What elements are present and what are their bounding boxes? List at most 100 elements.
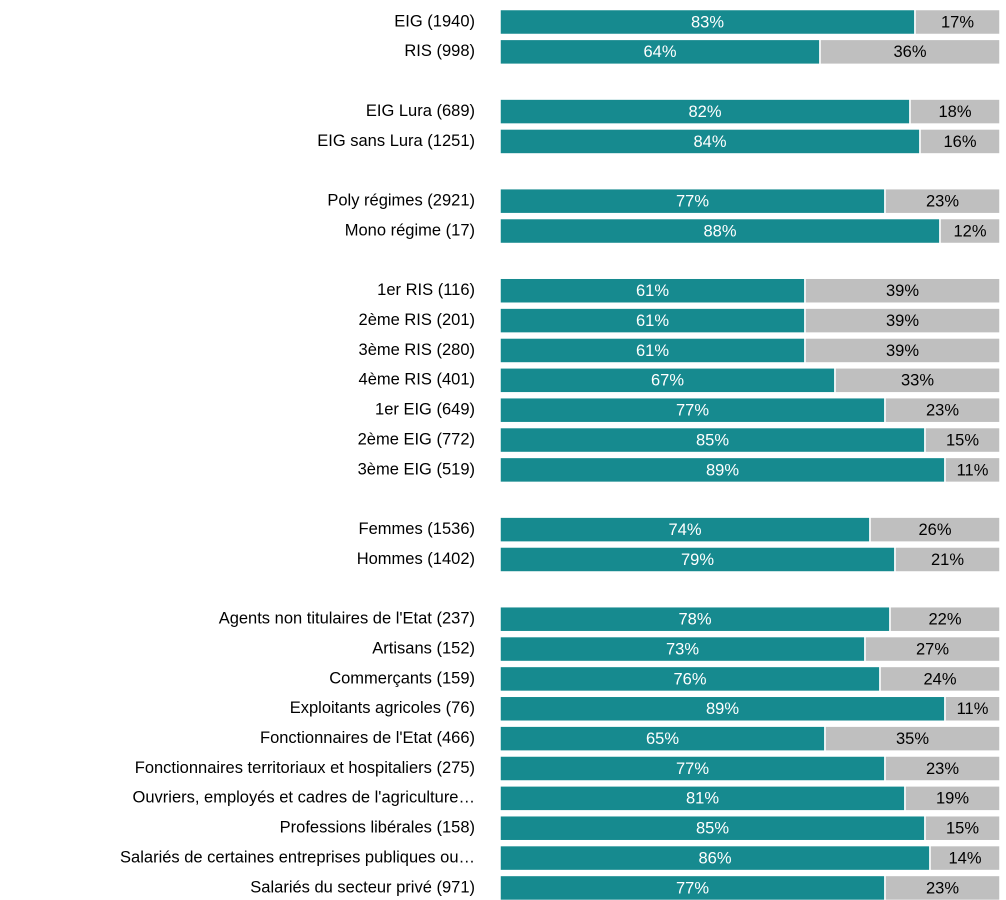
bar-segment [884, 755, 1001, 782]
category-label: Agents non titulaires de l'Etat (237) [219, 610, 475, 628]
bar-segment [924, 814, 1001, 842]
value-label: 88% [703, 222, 736, 240]
bar-segment [499, 337, 806, 364]
value-label: 78% [678, 611, 711, 629]
value-label: 12% [953, 222, 986, 240]
value-label: 77% [676, 402, 709, 420]
value-label: 64% [643, 43, 676, 61]
category-label: Poly régimes (2921) [327, 192, 475, 210]
value-label: 23% [926, 402, 959, 420]
bar-segment [834, 367, 1001, 394]
value-label: 39% [886, 312, 919, 330]
category-label: 3ème RIS (280) [359, 341, 475, 359]
value-label: 16% [943, 133, 976, 151]
bar-segment [884, 187, 1001, 215]
bar-segment [904, 785, 1001, 812]
bar-segment [499, 8, 916, 36]
bar-segment [499, 844, 931, 872]
value-label: 11% [957, 700, 989, 718]
value-label: 35% [896, 730, 929, 748]
bar-segment [869, 516, 1001, 543]
bar-segment [499, 516, 871, 543]
category-label: Exploitants agricoles (76) [290, 699, 475, 717]
value-label: 89% [706, 461, 739, 479]
bar-segment [894, 546, 1001, 573]
bar-segment [499, 187, 886, 215]
bar-segment [804, 277, 1001, 304]
value-label: 18% [938, 103, 971, 121]
bar-segment [879, 665, 1001, 693]
value-label: 73% [666, 640, 699, 658]
value-label: 23% [926, 879, 959, 897]
bar-segment [499, 755, 886, 782]
bar-segment [884, 874, 1001, 900]
category-label: Ouvriers, employés et cadres de l'agricu… [133, 789, 475, 807]
bar-segment [499, 98, 911, 125]
bar-segment [499, 277, 806, 304]
value-label: 89% [706, 700, 739, 718]
bar-segment [499, 546, 896, 573]
value-label: 36% [893, 43, 926, 61]
value-label: 61% [636, 342, 669, 360]
value-label: 86% [698, 849, 731, 867]
value-label: 85% [696, 431, 729, 449]
bar-segment [499, 426, 926, 454]
value-label: 11% [957, 461, 989, 479]
value-label: 23% [926, 193, 959, 211]
bar-segment [889, 605, 1001, 633]
bar-segment [499, 814, 926, 842]
bar-segment [499, 605, 891, 633]
category-label: RIS (998) [404, 42, 475, 60]
bar-segment [929, 844, 1001, 872]
bar-segment [804, 307, 1001, 334]
category-label: EIG (1940) [394, 12, 475, 30]
value-label: 33% [901, 372, 934, 390]
value-label: 65% [646, 730, 679, 748]
category-label: 1er EIG (649) [375, 401, 475, 419]
bar-segment [939, 217, 1001, 245]
value-label: 83% [691, 13, 724, 31]
value-label: 82% [688, 103, 721, 121]
category-label: Artisans (152) [372, 639, 475, 657]
value-label: 61% [636, 282, 669, 300]
value-label: 39% [886, 342, 919, 360]
value-label: 77% [676, 879, 709, 897]
category-label: 1er RIS (116) [377, 281, 475, 299]
value-label: 22% [928, 611, 961, 629]
value-label: 14% [948, 849, 981, 867]
category-label: Femmes (1536) [359, 520, 475, 538]
value-label: 74% [668, 521, 701, 539]
bar-segment [824, 725, 1001, 752]
category-label: 2ème RIS (201) [359, 311, 475, 329]
category-label: Hommes (1402) [357, 550, 475, 568]
value-label: 84% [693, 133, 726, 151]
category-label: EIG Lura (689) [366, 102, 475, 120]
bar-segment [944, 695, 1001, 723]
value-label: 15% [946, 431, 979, 449]
bar-segment [884, 396, 1001, 424]
bar-segment [804, 337, 1001, 364]
value-label: 21% [931, 551, 964, 569]
bar-segment [499, 38, 821, 66]
category-label: Salariés du secteur privé (971) [250, 878, 475, 896]
value-label: 85% [696, 820, 729, 838]
category-label: Professions libérales (158) [280, 819, 475, 837]
bar-segment [499, 665, 881, 693]
bar-segment [499, 128, 921, 155]
value-label: 19% [936, 790, 969, 808]
bar-segment [914, 8, 1001, 36]
category-label: 4ème RIS (401) [359, 371, 475, 389]
value-label: 17% [941, 13, 974, 31]
bar-segment [819, 38, 1001, 66]
category-label: 3ème EIG (519) [358, 460, 475, 478]
bar-segment [909, 98, 1001, 125]
bar-segment [499, 396, 886, 424]
value-label: 15% [946, 820, 979, 838]
value-label: 67% [651, 372, 684, 390]
value-label: 39% [886, 282, 919, 300]
value-label: 77% [676, 760, 709, 778]
value-label: 76% [673, 670, 706, 688]
value-label: 81% [686, 790, 719, 808]
category-label: Commerçants (159) [329, 669, 475, 687]
